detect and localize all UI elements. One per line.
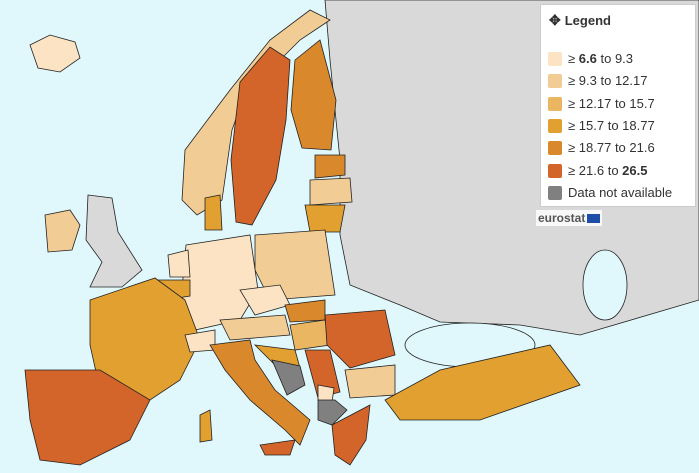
legend-symbol: ≥ — [568, 95, 576, 111]
legend-title-text: Legend — [564, 13, 611, 28]
country — [271, 359, 306, 396]
legend-item: ≥ 12.17 to 15.7 — [548, 96, 655, 112]
country — [167, 249, 191, 278]
brand-text: eurostat — [538, 211, 586, 225]
country — [344, 364, 396, 399]
country — [331, 404, 371, 466]
legend-swatch — [548, 74, 562, 89]
country — [44, 209, 81, 253]
legend-high: 26.5 — [622, 162, 648, 178]
brand-logo: eurostat — [536, 210, 603, 226]
country — [259, 439, 296, 456]
legend-low: 15.7 — [578, 117, 605, 133]
non-eu-land — [85, 194, 143, 288]
country — [230, 46, 291, 226]
legend-low: 9.3 — [578, 73, 597, 89]
legend-label: Data not available — [568, 184, 673, 200]
legend-joiner: to — [607, 117, 619, 133]
legend-symbol: ≥ — [568, 140, 576, 156]
legend-joiner: to — [607, 162, 619, 178]
country — [219, 314, 291, 341]
legend-item: ≥ 21.6 to 26.5 — [548, 163, 647, 179]
legend-symbol: ≥ — [568, 73, 576, 89]
legend-item: ≥ 15.7 to 18.77 — [548, 118, 655, 134]
legend-low: 6.6 — [578, 51, 597, 66]
legend-symbol: ≥ — [568, 117, 576, 133]
country — [314, 154, 346, 179]
legend-symbol: ≥ — [568, 51, 576, 66]
legend: ✥ Legend ≥ 6.6 to 9.3 ≥ 9.3 to 12.17 ≥ 12.1… — [540, 4, 696, 207]
legend-swatch — [548, 118, 562, 133]
legend-high: 9.3 — [614, 51, 634, 66]
country — [289, 319, 331, 351]
country — [317, 399, 348, 426]
legend-item: ≥ 18.77 to 21.6 — [548, 140, 655, 156]
country — [384, 344, 581, 421]
country — [89, 277, 201, 401]
country — [324, 309, 396, 369]
country — [239, 284, 291, 316]
legend-joiner: to — [614, 140, 626, 156]
country — [254, 229, 336, 301]
legend-swatch — [548, 163, 562, 178]
legend-item: ≥ 6.6 to 9.3 — [548, 51, 633, 67]
legend-swatch — [548, 96, 562, 111]
legend-high: 21.6 — [629, 140, 655, 156]
legend-symbol: ≥ — [568, 162, 576, 178]
legend-joiner: to — [600, 51, 612, 66]
legend-swatch — [548, 185, 562, 200]
legend-swatch — [548, 52, 562, 66]
caspian-sea — [582, 249, 628, 321]
country — [304, 349, 341, 399]
legend-high: 12.17 — [614, 73, 648, 89]
country — [290, 39, 337, 151]
legend-swatch — [548, 141, 562, 156]
country — [309, 177, 353, 206]
legend-low: 18.77 — [578, 140, 612, 156]
country — [209, 339, 311, 446]
country — [204, 194, 223, 231]
legend-item: ≥ 9.3 to 12.17 — [548, 73, 647, 89]
legend-low: 21.6 — [578, 162, 605, 178]
country — [24, 369, 151, 466]
country — [317, 384, 335, 403]
legend-low: 12.17 — [578, 95, 612, 111]
legend-joiner: to — [614, 95, 626, 111]
country — [29, 34, 81, 73]
legend-high: 15.7 — [629, 95, 655, 111]
legend-high: 18.77 — [622, 117, 655, 133]
country — [304, 204, 346, 233]
legend-title: ✥ Legend — [549, 12, 611, 28]
legend-joiner: to — [600, 73, 612, 89]
country — [284, 299, 326, 323]
country — [199, 409, 213, 443]
country — [180, 234, 259, 331]
legend-item: Data not available — [548, 185, 672, 201]
